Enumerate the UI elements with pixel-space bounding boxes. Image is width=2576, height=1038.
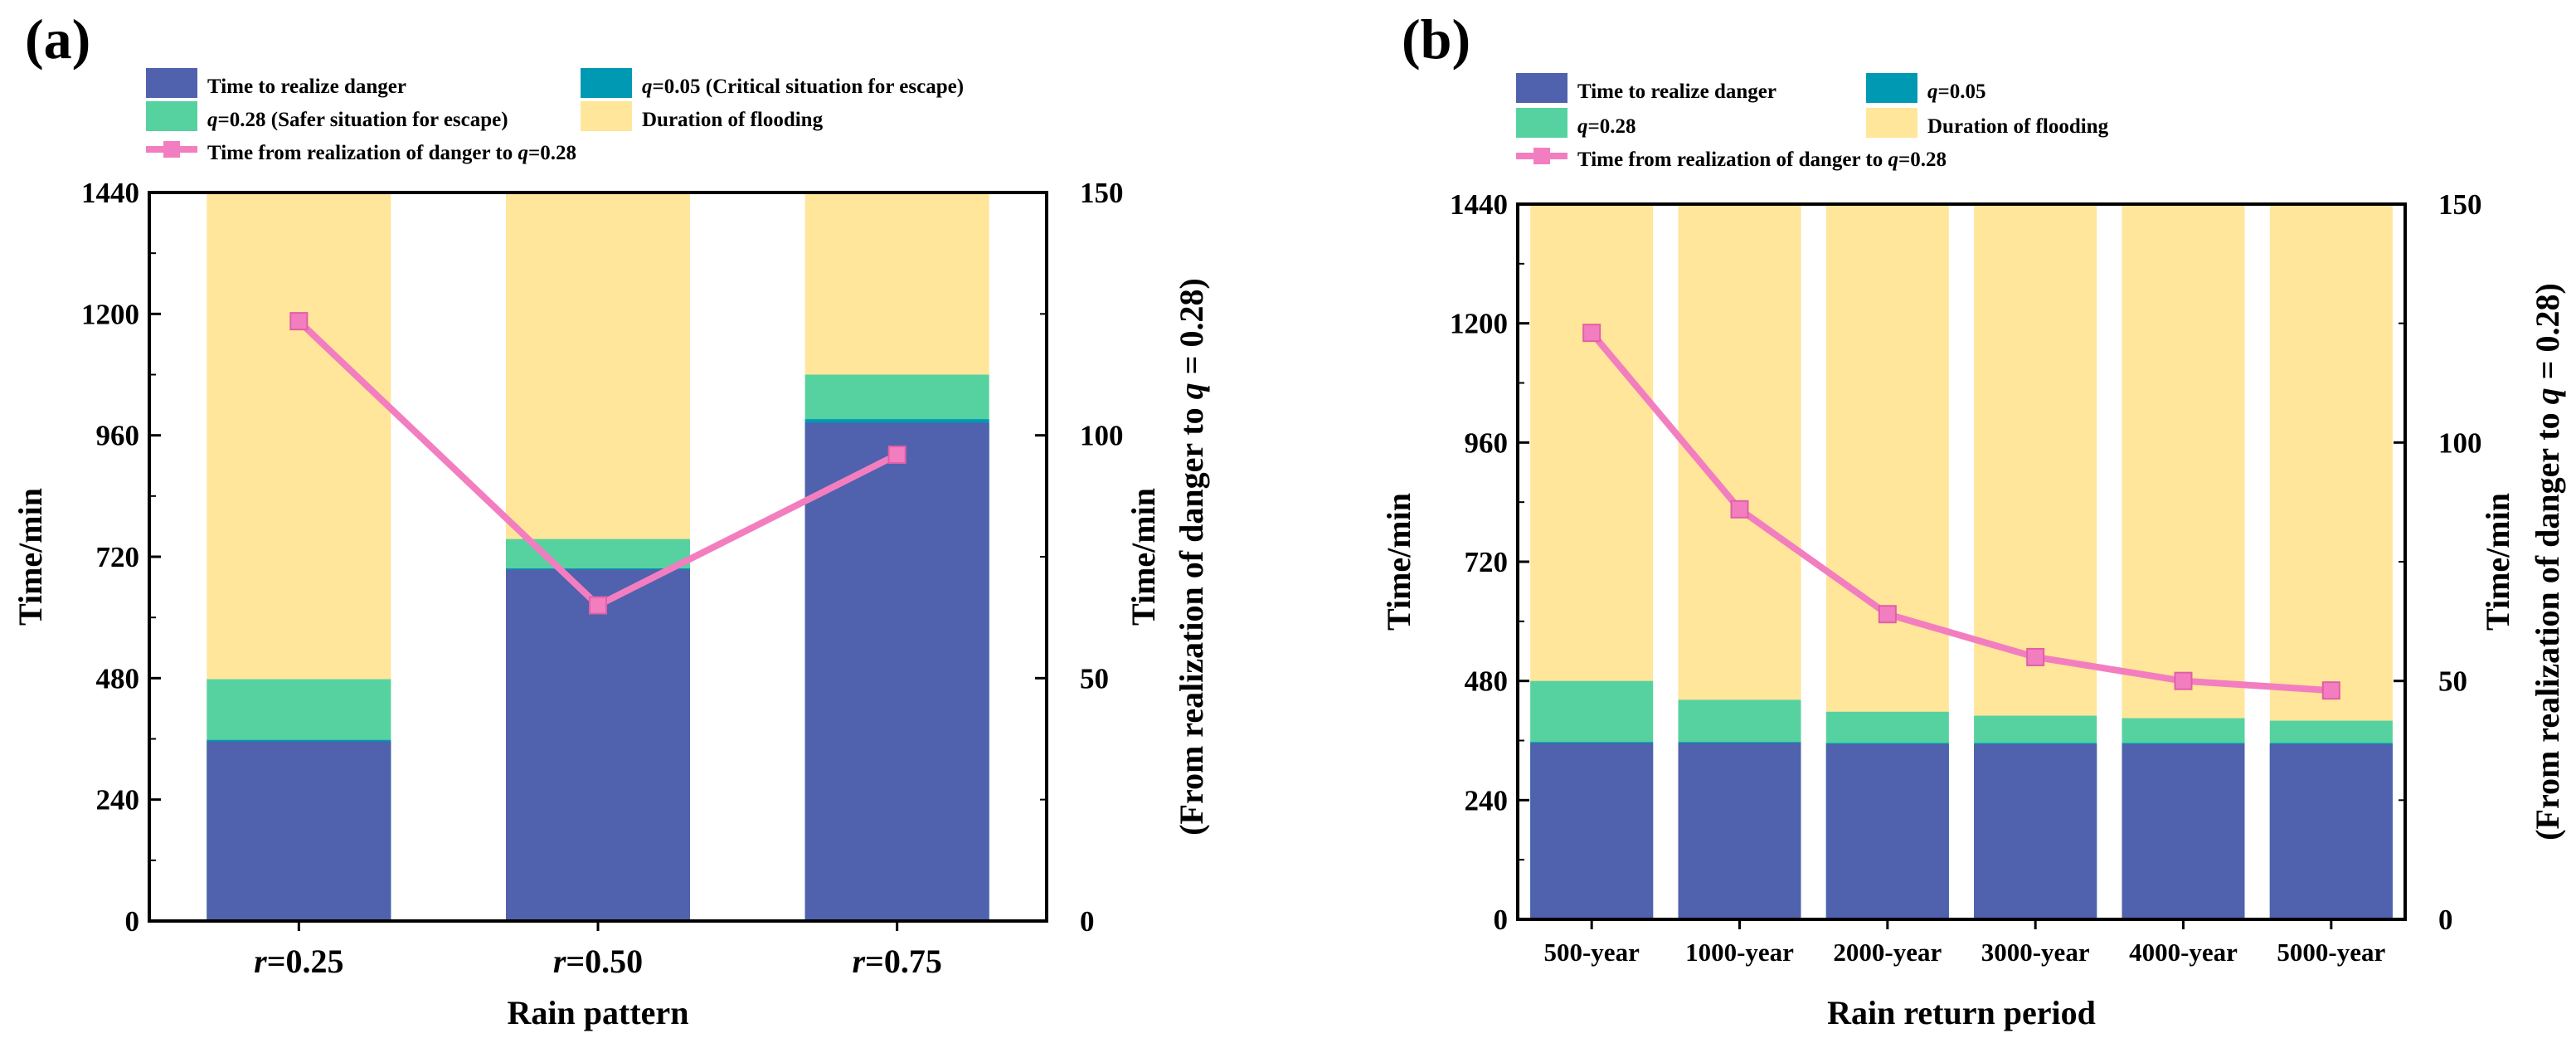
legend-item-q005: q=0.05 — [1866, 73, 1986, 103]
line-time-to-q028 — [1589, 330, 2332, 694]
y-tick-label: 480 — [1465, 665, 1509, 698]
bar-time-to-realize-danger-4 — [2122, 743, 2245, 919]
y2-axis-title-line1: Time/min — [1125, 488, 1162, 626]
y2-tick-label: 150 — [2438, 188, 2482, 221]
line-marker-1 — [589, 596, 607, 615]
x-tick-label: 4000-year — [2129, 938, 2238, 967]
bar-time-to-realize-danger-0 — [207, 741, 391, 921]
y2-axis-title-line2: (From realization of danger to q = 0.28) — [1173, 278, 1210, 836]
bar-time-to-realize-danger-1 — [1678, 743, 1801, 919]
y-tick-label: 720 — [1465, 546, 1509, 578]
legend-label: q=0.28 (Safer situation for escape) — [207, 109, 508, 131]
y-tick-label: 1200 — [81, 298, 139, 330]
legend-item-duration-of-flooding: Duration of flooding — [1866, 108, 2109, 138]
y-axis-title: Time/min — [1380, 493, 1417, 631]
panel-b: (b) 0 240 480 720 960 1200 1440 0 50 100 150 500-yea… — [1380, 7, 2566, 1031]
line-marker-0 — [289, 312, 309, 331]
x-axis-title: Rain pattern — [508, 994, 689, 1031]
line-marker-3 — [2026, 647, 2045, 666]
x-tick-label: 2000-year — [1833, 938, 1942, 967]
legend-swatch — [146, 68, 197, 98]
y2-tick-label: 100 — [2438, 426, 2482, 459]
y-tick-label: 720 — [96, 541, 140, 573]
x-axis-title: Rain return period — [1827, 994, 2096, 1031]
legend-item-time-to-q028-line: Time from realization of danger to q=0.2… — [1516, 148, 1947, 171]
y-tick-label: 480 — [96, 662, 140, 694]
legend-label: q=0.05 — [1927, 80, 1986, 103]
legend-item-time-to-realize-danger: Time to realize danger — [1516, 73, 1776, 103]
y-tick-label: 0 — [125, 905, 140, 938]
bar-time-to-realize-danger-2 — [804, 422, 989, 922]
legend-item-time-to-q028-line: Time from realization of danger to q=0.2… — [146, 141, 576, 164]
line-marker-2 — [1878, 605, 1897, 624]
y-tick-label: 0 — [1494, 904, 1509, 936]
x-tick-label: 3000-year — [1981, 938, 2090, 967]
line-marker-1 — [1730, 500, 1749, 519]
legend-item-q028: q=0.28 (Safer situation for escape) — [146, 101, 508, 131]
x-tick-label: 500-year — [1543, 938, 1640, 967]
bar-time-to-realize-danger-2 — [1825, 743, 1949, 919]
legend-item-q028: q=0.28 — [1516, 108, 1636, 138]
legend-item-q005: q=0.05 (Critical situation for escape) — [581, 68, 964, 98]
y2-tick-label: 50 — [1080, 662, 1109, 694]
y-tick-label: 240 — [1465, 784, 1509, 816]
y2-tick-label: 0 — [2438, 904, 2453, 936]
legend-swatch — [1516, 108, 1567, 138]
panel-letter: (a) — [25, 7, 90, 71]
legend-label: Time from realization of danger to q=0.2… — [1577, 149, 1947, 171]
y-tick-label: 240 — [96, 784, 140, 816]
legend-label: q=0.05 (Critical situation for escape) — [642, 76, 964, 98]
legend-label: Duration of flooding — [642, 109, 824, 131]
y-tick-label: 1200 — [1450, 308, 1508, 340]
legend-swatch — [1866, 73, 1917, 103]
y-tick-label: 1440 — [81, 177, 139, 209]
y-tick-label: 960 — [96, 420, 140, 452]
line-marker-0 — [1582, 324, 1601, 343]
bar-time-to-realize-danger-5 — [2269, 743, 2393, 919]
legend-swatch — [581, 101, 632, 131]
y2-axis-title-line2: (From realization of danger to q = 0.28) — [2529, 283, 2566, 841]
line-marker-5 — [2321, 681, 2340, 700]
legend-label: Time to realize danger — [1577, 80, 1776, 103]
y2-tick-label: 50 — [2438, 665, 2467, 698]
legend-swatch — [1866, 108, 1917, 138]
legend-item-duration-of-flooding: Duration of flooding — [581, 101, 824, 131]
y2-tick-label: 0 — [1080, 905, 1095, 938]
legend-swatch — [1516, 73, 1567, 103]
bar-time-to-realize-danger-0 — [1530, 743, 1654, 919]
y-tick-label: 960 — [1465, 426, 1509, 459]
y-axis-title: Time/min — [12, 488, 49, 626]
x-tick-label: r=0.25 — [254, 943, 343, 980]
legend-label: Time to realize danger — [207, 76, 406, 98]
bar-time-to-realize-danger-1 — [506, 569, 690, 921]
legend-label: Time from realization of danger to q=0.2… — [207, 142, 576, 164]
x-tick-label: r=0.75 — [852, 943, 941, 980]
x-tick-label: r=0.50 — [553, 943, 643, 980]
legend-swatch — [581, 68, 632, 98]
panel-letter: (b) — [1402, 7, 1470, 71]
y2-axis-title-line1: Time/min — [2479, 493, 2516, 631]
x-tick-label: 1000-year — [1685, 938, 1794, 967]
legend-swatch — [146, 101, 197, 131]
x-tick-label: 5000-year — [2277, 938, 2385, 967]
y2-tick-label: 100 — [1080, 420, 1124, 452]
line-marker-2 — [887, 446, 906, 465]
line-marker-4 — [2174, 671, 2193, 690]
y-tick-label: 1440 — [1450, 188, 1508, 221]
y2-tick-label: 150 — [1080, 177, 1124, 209]
panel-a: (a) 0 240 480 720 960 1200 1440 0 50 100 150 r=0.25 r… — [12, 7, 1210, 1031]
legend-line-marker — [1533, 148, 1550, 164]
legend-item-time-to-realize-danger: Time to realize danger — [146, 68, 406, 98]
legend-line-marker — [163, 141, 180, 158]
legend-label: Duration of flooding — [1927, 115, 2109, 138]
bar-time-to-realize-danger-3 — [1974, 743, 2097, 919]
legend-label: q=0.28 — [1577, 115, 1636, 138]
